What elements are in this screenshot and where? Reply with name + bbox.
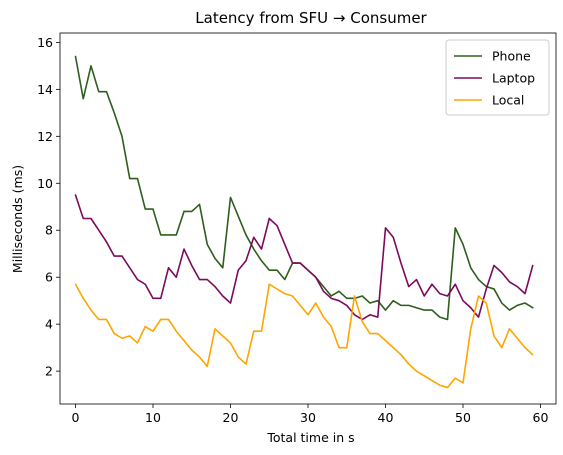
x-axis-ticks: 0 10 20 30 40 50 60: [72, 404, 549, 425]
y-axis-ticks: 2 4 6 8 10 12 14 16: [37, 35, 60, 379]
legend-label-local: Local: [492, 93, 524, 108]
legend-label-laptop: Laptop: [492, 71, 535, 86]
y-tick-label: 10: [37, 176, 53, 191]
series-line-laptop: [74, 194, 534, 321]
x-tick-label: 10: [145, 410, 161, 425]
x-tick-label: 20: [223, 410, 239, 425]
legend: Phone Laptop Local: [445, 39, 550, 116]
chart-title: Latency from SFU → Consumer: [195, 9, 427, 27]
x-axis-label: Total time in s: [266, 430, 354, 445]
y-tick-label: 2: [45, 364, 53, 379]
y-tick-label: 16: [37, 35, 53, 50]
legend-label-phone: Phone: [492, 49, 531, 64]
y-axis-label: Milliseconds (ms): [10, 165, 25, 273]
x-tick-label: 60: [533, 410, 549, 425]
y-tick-label: 14: [37, 82, 53, 97]
x-tick-label: 50: [455, 410, 471, 425]
x-tick-label: 30: [300, 410, 316, 425]
y-tick-label: 4: [45, 317, 53, 332]
y-tick-label: 8: [45, 223, 53, 238]
y-tick-label: 12: [37, 129, 53, 144]
x-tick-label: 0: [72, 410, 80, 425]
x-tick-label: 40: [378, 410, 394, 425]
series-line-local: [74, 283, 534, 389]
y-tick-label: 6: [45, 270, 53, 285]
legend-box: [445, 39, 550, 116]
